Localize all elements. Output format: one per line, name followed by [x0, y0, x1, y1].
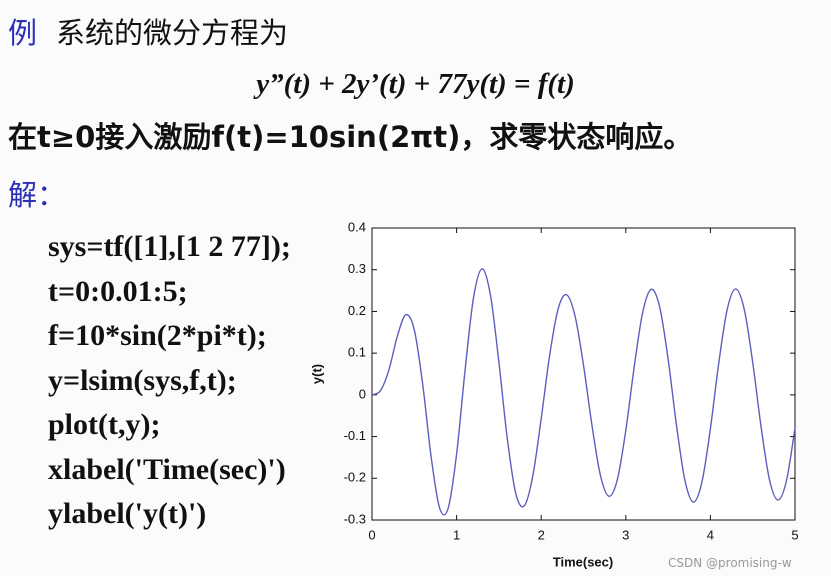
code-line: xlabel('Time(sec)') — [48, 452, 286, 486]
y-tick-label: -0.1 — [344, 428, 366, 443]
plot-area — [371, 227, 796, 521]
x-tick-label: 0 — [368, 527, 375, 542]
watermark: CSDN @promising-w — [668, 556, 792, 570]
x-tick-label: 1 — [453, 527, 460, 542]
code-line: ylabel('y(t)') — [48, 497, 207, 530]
y-tick-label: 0.4 — [348, 219, 366, 234]
y-tick-label: -0.2 — [344, 470, 366, 485]
y-tick-label: 0.3 — [348, 261, 366, 276]
y-tick-label: 0.2 — [348, 303, 366, 318]
code-line: f=10*sin(2*pi*t); — [48, 319, 267, 352]
x-tick-label: 4 — [707, 527, 714, 542]
code-line: y=lsim(sys,f,t); — [48, 363, 237, 397]
code-line: plot(t,y); — [48, 408, 161, 441]
x-tick-label: 5 — [791, 527, 798, 542]
code-line: t=0:0.01:5; — [48, 274, 188, 308]
y-axis-label: y(t) — [309, 364, 324, 384]
solution-label: 解： — [8, 178, 67, 212]
example-label: 例 — [8, 16, 38, 50]
code-line: sys=tf([1],[1 2 77]); — [48, 230, 291, 263]
y-tick-label: -0.3 — [344, 511, 366, 526]
statement: 在t≥0接入激励f(t)=10sin(2πt)，求零状态响应。 — [8, 120, 693, 154]
x-tick-label: 3 — [622, 527, 629, 542]
y-tick-label: 0 — [359, 386, 366, 401]
intro: 系统的微分方程为 — [56, 16, 289, 50]
x-tick-label: 2 — [538, 527, 545, 542]
data-line — [371, 268, 796, 516]
x-axis-label: Time(sec) — [553, 554, 613, 569]
equation: y”(t) + 2y’(t) + 77y(t) = f(t) — [256, 68, 575, 100]
y-tick-label: 0.1 — [348, 345, 366, 360]
